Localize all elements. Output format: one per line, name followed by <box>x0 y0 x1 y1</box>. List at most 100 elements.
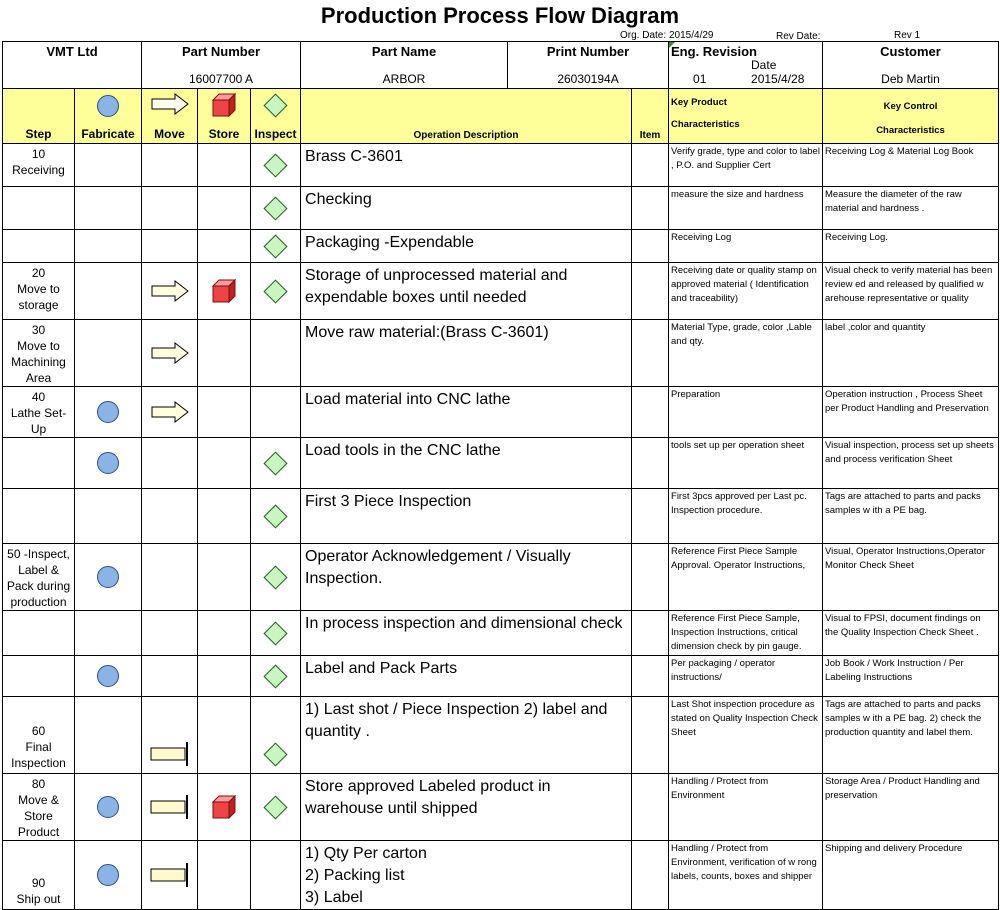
operation-description: Checking <box>305 191 372 208</box>
process-step-row: Checking measure the size and hardness Mea… <box>2 186 1000 230</box>
page-title: Production Process Flow Diagram <box>320 3 680 28</box>
fabricate-circle-icon <box>97 864 119 886</box>
fabricate-cell <box>73 840 143 910</box>
column-header-row: Step Fabricate Move Store Inspect Operat… <box>2 88 1000 144</box>
fabricate-circle-icon <box>97 401 119 423</box>
key-product-cell: Reference First Piece Sample Approval. O… <box>668 543 824 611</box>
col-operation: Operation Description <box>300 88 633 144</box>
inspect-cell <box>250 488 302 544</box>
store-cell <box>197 186 252 230</box>
key-control-text: Visual to FPSI, document findings on the… <box>825 613 981 638</box>
part-name-cell: Part Name ARBOR <box>300 41 509 89</box>
col-store: Store <box>197 88 252 144</box>
step-label: 40 Lathe Set- Up <box>10 390 67 436</box>
key-product-text: First 3pcs approved per Last pc. Inspect… <box>671 491 807 516</box>
company-cell: VMT Ltd <box>1 41 143 89</box>
step-label: 10 Receiving <box>12 147 65 177</box>
inspect-diamond-icon <box>263 233 288 259</box>
fabricate-cell <box>73 262 143 320</box>
col-move: Move <box>141 88 199 144</box>
key-control-text: label ,color and quantity <box>825 322 926 333</box>
key-control-text: Operation instruction , Process Sheet pe… <box>825 389 989 414</box>
operation-description: Load material into CNC lathe <box>305 391 511 408</box>
fabricate-cell <box>73 229 143 263</box>
store-cell <box>197 840 252 910</box>
operation-description: Move raw material:(Brass C-3601) <box>305 324 549 341</box>
store-cube-icon <box>211 92 237 118</box>
inspect-diamond-icon <box>263 741 288 767</box>
process-step-row: Load tools in the CNC lathe tools set up … <box>2 437 1000 489</box>
key-product-cell: Material Type, grade, color ,Lable and q… <box>668 319 824 387</box>
operation-cell: Load material into CNC lathe <box>300 386 633 438</box>
move-arrow-icon <box>151 280 189 302</box>
operation-cell: Brass C-3601 <box>300 143 633 187</box>
key-control-text: Job Book / Work Instruction / Per Labeli… <box>825 658 964 683</box>
key-product-text: Verify grade, type and color to label , … <box>671 146 820 171</box>
key-control-cell: Storage Area / Product Handling and pres… <box>822 773 1000 841</box>
inspect-cell <box>250 143 302 187</box>
operation-cell: 1) Last shot / Piece Inspection 2) label… <box>300 696 633 774</box>
key-control-cell: Tags are attached to parts and packs sam… <box>822 488 1000 544</box>
key-product-text: measure the size and hardness <box>671 189 804 200</box>
customer-value: Deb Martin <box>881 72 940 86</box>
inspect-cell <box>250 262 302 320</box>
col-fabricate: Fabricate <box>73 88 143 144</box>
key-product-cell: First 3pcs approved per Last pc. Inspect… <box>668 488 824 544</box>
part-name-value: ARBOR <box>382 72 426 86</box>
step-cell: 60 Final Inspection <box>2 696 75 774</box>
step-label <box>4 439 74 441</box>
store-cell <box>197 319 252 387</box>
store-cell <box>197 488 252 544</box>
move-cell <box>141 773 199 841</box>
move-bar-icon <box>150 863 188 887</box>
inspect-diamond-wrap <box>263 564 289 590</box>
inspect-diamond-icon <box>263 663 288 689</box>
fabricate-cell <box>73 543 143 611</box>
col-fabricate-label: Fabricate <box>81 127 135 141</box>
customer-cell: Customer Deb Martin <box>822 41 1000 89</box>
key-control-cell: Visual check to verify material has been… <box>822 262 1000 320</box>
inspect-diamond-wrap <box>263 195 289 221</box>
step-label: 90 Ship out <box>16 876 61 906</box>
key-product-text: Handling / Protect from Environment <box>671 776 769 801</box>
header-row: VMT Ltd Part Number 16007700 A Part Name… <box>1 41 1000 89</box>
item-cell <box>631 319 670 387</box>
org-date: 2015/4/29 <box>669 30 714 41</box>
rev-label: Rev 1 <box>894 30 921 41</box>
process-flow-table: VMT Ltd Part Number 16007700 A Part Name… <box>1 41 1000 910</box>
key-product-cell: Handling / Protect from Environment <box>668 773 824 841</box>
step-cell <box>2 437 75 489</box>
fabricate-circle-icon <box>97 566 119 588</box>
step-cell: 10 Receiving <box>2 143 75 187</box>
store-cell <box>197 437 252 489</box>
inspect-diamond-icon <box>263 794 288 820</box>
step-cell: 90 Ship out <box>2 840 75 910</box>
operation-cell: Packaging -Expendable <box>300 229 633 263</box>
fabricate-cell <box>73 488 143 544</box>
item-cell <box>631 488 670 544</box>
inspect-diamond-icon <box>263 278 288 304</box>
store-cube-icon <box>211 278 237 304</box>
org-date-label: Org. Date: <box>620 30 667 41</box>
inspect-cell <box>250 543 302 611</box>
key-control-text: Receiving Log & Material Log Book <box>825 146 974 157</box>
key-product-text: Receiving date or quality stamp on appro… <box>671 265 817 304</box>
move-bar-icon <box>150 742 188 766</box>
operation-cell: Move raw material:(Brass C-3601) <box>300 319 633 387</box>
operation-cell: Load tools in the CNC lathe <box>300 437 633 489</box>
store-cell <box>197 696 252 774</box>
step-label <box>4 188 74 190</box>
operation-cell: In process inspection and dimensional ch… <box>300 610 633 656</box>
inspect-diamond-wrap <box>263 278 289 304</box>
inspect-cell <box>250 610 302 656</box>
comment-marker <box>669 42 676 48</box>
fabricate-cell <box>73 655 143 697</box>
item-cell <box>631 262 670 320</box>
operation-description: Storage of unprocessed material and expe… <box>305 267 568 306</box>
item-cell <box>631 437 670 489</box>
key-control-cell: Visual inspection, process set up sheets… <box>822 437 1000 489</box>
key-control-cell: Visual to FPSI, document findings on the… <box>822 610 1000 656</box>
print-number-label: Print Number <box>546 44 630 59</box>
step-label: 50 -Inspect, Label & Pack during product… <box>6 547 71 609</box>
col-key-control-label-1: Key Control <box>883 101 938 112</box>
